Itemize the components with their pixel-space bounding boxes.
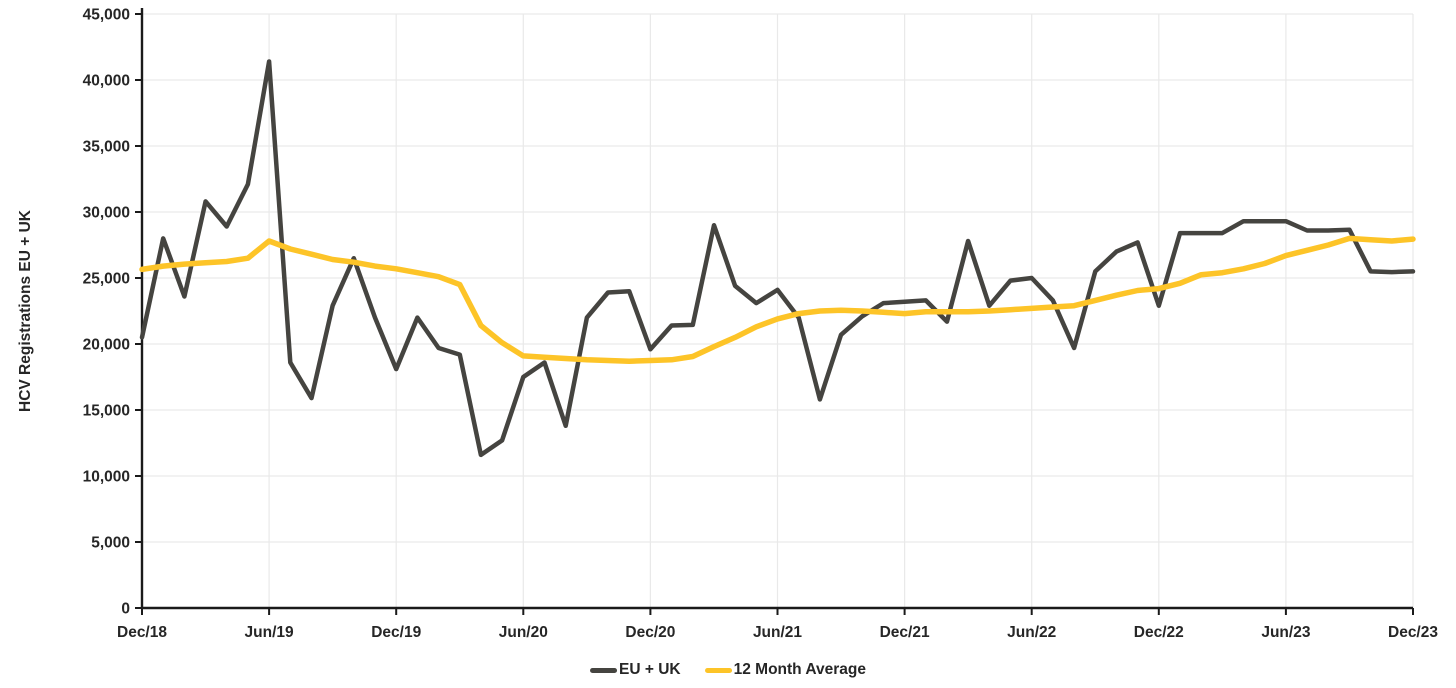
legend-swatch-eu-uk bbox=[590, 667, 618, 673]
x-tick-label: Dec/21 bbox=[880, 624, 930, 641]
legend-label-eu-uk: EU + UK bbox=[619, 661, 681, 678]
x-tick-label: Jun/21 bbox=[753, 624, 802, 641]
y-tick-label: 40,000 bbox=[83, 73, 130, 90]
x-tick-label: Jun/23 bbox=[1261, 624, 1310, 641]
x-tick-label: Jun/20 bbox=[499, 624, 548, 641]
y-tick-label: 20,000 bbox=[83, 337, 130, 354]
plot-area: 0 5,000 10,000 15,000 20,000 25,000 30,000 35,0… bbox=[83, 7, 1439, 642]
legend-item-12-month-average: 12 Month Average bbox=[704, 661, 866, 679]
legend-swatch-12-month-average bbox=[704, 667, 732, 673]
y-tick-label: 5,000 bbox=[91, 535, 130, 552]
y-tick-label: 25,000 bbox=[83, 271, 130, 288]
y-tick-label: 45,000 bbox=[83, 7, 130, 24]
x-tick-label: Jun/22 bbox=[1007, 624, 1056, 641]
y-tick-label: 35,000 bbox=[83, 139, 130, 156]
y-tick-label: 15,000 bbox=[83, 403, 130, 420]
y-tick-label: 0 bbox=[121, 601, 130, 618]
x-tick-label: Dec/22 bbox=[1134, 624, 1184, 641]
legend-label-12-month-average: 12 Month Average bbox=[733, 661, 866, 678]
y-axis-title: HCV Registrations EU + UK bbox=[17, 209, 34, 412]
series-line-eu-uk bbox=[139, 59, 1416, 458]
x-tick-label: Dec/23 bbox=[1388, 624, 1438, 641]
series-line-12-month-average bbox=[139, 235, 1416, 364]
legend-item-eu-uk: EU + UK bbox=[590, 661, 681, 679]
x-tick-label: Dec/20 bbox=[625, 624, 675, 641]
x-tick-label: Jun/19 bbox=[245, 624, 294, 641]
x-tick-label: Dec/18 bbox=[117, 624, 167, 641]
y-tick-label: 30,000 bbox=[83, 205, 130, 222]
x-tick-label: Dec/19 bbox=[371, 624, 421, 641]
legend: EU + UK 12 Month Average bbox=[590, 661, 866, 679]
y-tick-label: 10,000 bbox=[83, 469, 130, 486]
